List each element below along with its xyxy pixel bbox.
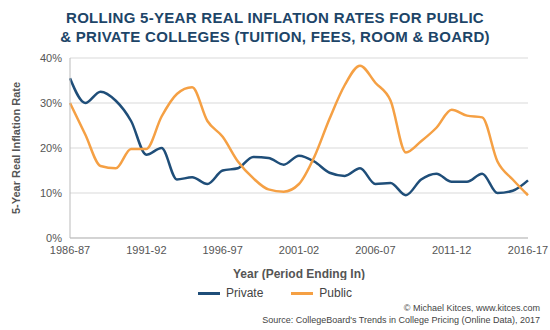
svg-text:30%: 30% <box>40 97 62 109</box>
svg-text:5-Year Real Inflation Rate: 5-Year Real Inflation Rate <box>10 82 22 214</box>
svg-text:2011-12: 2011-12 <box>432 244 472 256</box>
svg-text:10%: 10% <box>40 187 62 199</box>
svg-text:2016-17: 2016-17 <box>508 244 542 256</box>
svg-text:1991-92: 1991-92 <box>126 244 166 256</box>
svg-text:2001-02: 2001-02 <box>279 244 319 256</box>
svg-text:40%: 40% <box>40 52 62 64</box>
html-text:Source: CollegeBoard's Trends: Source: CollegeBoard's Trends in College… <box>262 315 540 325</box>
svg-text:20%: 20% <box>40 142 62 154</box>
svg-text:1986-87: 1986-87 <box>50 244 90 256</box>
svg-text:2006-07: 2006-07 <box>355 244 395 256</box>
html-text:Private: Private <box>226 286 264 300</box>
svg-text:1996-97: 1996-97 <box>202 244 242 256</box>
svg-text:Year (Period Ending In): Year (Period Ending In) <box>233 267 365 280</box>
html-text:Public: Public <box>319 286 352 300</box>
svg-text:0%: 0% <box>46 232 62 244</box>
html-text:ROLLING 5-YEAR REAL INFLATION: ROLLING 5-YEAR REAL INFLATION RATES FOR … <box>66 9 484 26</box>
html-text:© Michael Kitces, www.kitces.c: © Michael Kitces, www.kitces.com <box>403 303 540 313</box>
html-text:& PRIVATE COLLEGES (TUITION, F: & PRIVATE COLLEGES (TUITION, FEES, ROOM … <box>60 28 490 45</box>
